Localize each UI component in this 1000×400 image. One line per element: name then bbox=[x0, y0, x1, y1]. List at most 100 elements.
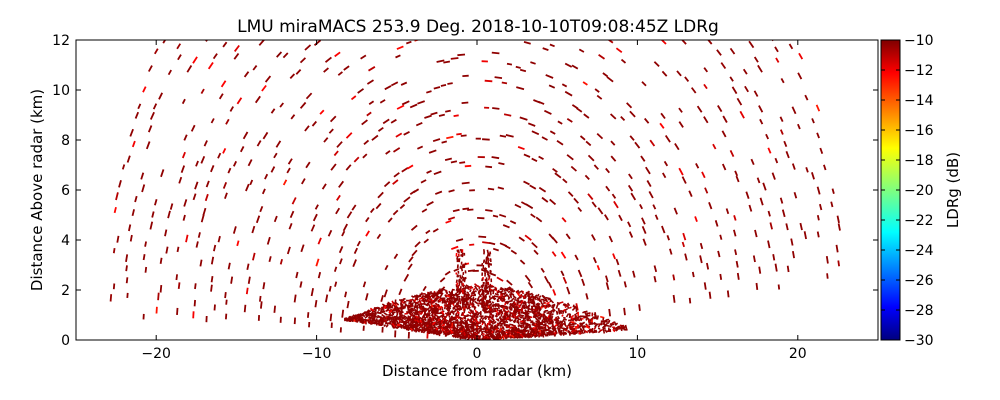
radar-gate bbox=[305, 161, 311, 169]
radar-gate bbox=[393, 172, 400, 178]
radar-gate bbox=[282, 179, 288, 186]
column-gate bbox=[460, 267, 464, 272]
clutter-gate bbox=[428, 308, 432, 313]
radar-gate bbox=[736, 272, 740, 280]
radar-gate bbox=[380, 295, 384, 302]
clutter-gate bbox=[438, 325, 442, 329]
column-gate bbox=[457, 249, 460, 254]
radar-gate bbox=[549, 43, 555, 48]
radar-gate bbox=[327, 229, 333, 237]
radar-gate bbox=[729, 47, 736, 55]
clutter-gate bbox=[481, 322, 484, 326]
clutter-gate bbox=[444, 295, 448, 298]
clutter-gate bbox=[470, 317, 476, 322]
clutter-gate bbox=[527, 292, 530, 297]
radar-gate bbox=[426, 169, 432, 174]
radar-gate bbox=[390, 118, 397, 124]
radar-gate bbox=[745, 191, 750, 199]
radar-gate bbox=[328, 128, 334, 134]
clutter-gate bbox=[416, 302, 421, 307]
clutter-gate bbox=[432, 311, 437, 314]
radar-gate bbox=[115, 192, 119, 201]
radar-gate bbox=[365, 216, 370, 223]
clutter-gate bbox=[459, 333, 462, 337]
radar-gate bbox=[482, 241, 490, 244]
clutter-gate bbox=[464, 335, 469, 340]
radar-gate bbox=[109, 294, 113, 302]
radar-gate bbox=[175, 274, 178, 281]
clutter-gate bbox=[525, 291, 529, 296]
radar-gate bbox=[121, 164, 126, 170]
clutter-gate bbox=[391, 309, 395, 312]
clutter-gate bbox=[439, 328, 443, 334]
radar-gate bbox=[691, 271, 695, 278]
clutter-gate bbox=[456, 333, 461, 338]
clutter-gate bbox=[488, 332, 493, 335]
clutter-gate bbox=[445, 314, 449, 317]
radar-gate bbox=[390, 81, 399, 87]
radar-gate bbox=[448, 189, 455, 193]
radar-gate bbox=[324, 56, 332, 63]
radar-gate bbox=[264, 75, 272, 83]
radar-gate bbox=[605, 185, 611, 192]
radar-gate bbox=[371, 134, 379, 141]
radar-gate bbox=[262, 131, 269, 140]
clutter-gate bbox=[514, 298, 519, 302]
radar-gate bbox=[149, 221, 154, 230]
clutter-gate bbox=[542, 298, 547, 303]
radar-gate bbox=[548, 84, 556, 89]
radar-gate bbox=[151, 211, 155, 218]
radar-gate bbox=[757, 64, 763, 73]
clutter-gate bbox=[476, 324, 481, 329]
radar-gate bbox=[444, 157, 453, 161]
clutter-gate bbox=[399, 299, 403, 302]
clutter-gate bbox=[571, 328, 574, 333]
clutter-gate bbox=[397, 316, 401, 321]
clutter-gate bbox=[511, 334, 515, 339]
x-tick-label: 20 bbox=[789, 346, 807, 362]
clutter-gate bbox=[419, 300, 422, 305]
radar-gate bbox=[152, 103, 158, 110]
radar-gate bbox=[299, 101, 307, 109]
clutter-gate bbox=[525, 326, 529, 330]
clutter-gate bbox=[448, 313, 452, 316]
clutter-gate bbox=[482, 307, 486, 312]
radar-gate bbox=[804, 94, 809, 101]
radar-gate bbox=[720, 62, 727, 70]
clutter-gate bbox=[390, 309, 393, 313]
clutter-gate bbox=[494, 292, 499, 296]
clutter-gate bbox=[413, 316, 418, 321]
column-gate bbox=[486, 271, 490, 276]
clutter-gate bbox=[437, 320, 442, 324]
clutter-gate bbox=[578, 315, 582, 318]
radar-gate bbox=[721, 163, 727, 171]
radar-gate bbox=[598, 54, 606, 60]
radar-gate bbox=[144, 241, 147, 247]
radar-gate bbox=[678, 107, 683, 113]
clutter-gate bbox=[457, 313, 460, 316]
clutter-gate bbox=[428, 314, 431, 317]
radar-gate bbox=[428, 149, 437, 154]
radar-gate bbox=[765, 133, 770, 140]
radar-gate bbox=[279, 258, 283, 265]
clutter-gate bbox=[359, 316, 364, 320]
clutter-gate bbox=[543, 310, 547, 314]
radar-gate bbox=[225, 118, 230, 125]
clutter-gate bbox=[565, 326, 569, 331]
clutter-gate bbox=[407, 321, 411, 327]
clutter-gate bbox=[419, 319, 422, 323]
clutter-gate bbox=[567, 321, 572, 326]
clutter-gate bbox=[512, 330, 516, 335]
clutter-gate bbox=[415, 328, 418, 333]
clutter-gate bbox=[509, 293, 513, 299]
clutter-gate bbox=[364, 313, 369, 316]
y-tick-label: 4 bbox=[61, 233, 70, 249]
radar-gate bbox=[645, 166, 651, 175]
radar-gate bbox=[233, 52, 240, 60]
radar-gate bbox=[721, 130, 727, 138]
clutter-gate bbox=[373, 309, 377, 314]
radar-gate bbox=[611, 193, 617, 199]
radar-gate bbox=[342, 223, 348, 232]
radar-gate bbox=[607, 40, 614, 44]
clutter-gate bbox=[474, 322, 477, 326]
